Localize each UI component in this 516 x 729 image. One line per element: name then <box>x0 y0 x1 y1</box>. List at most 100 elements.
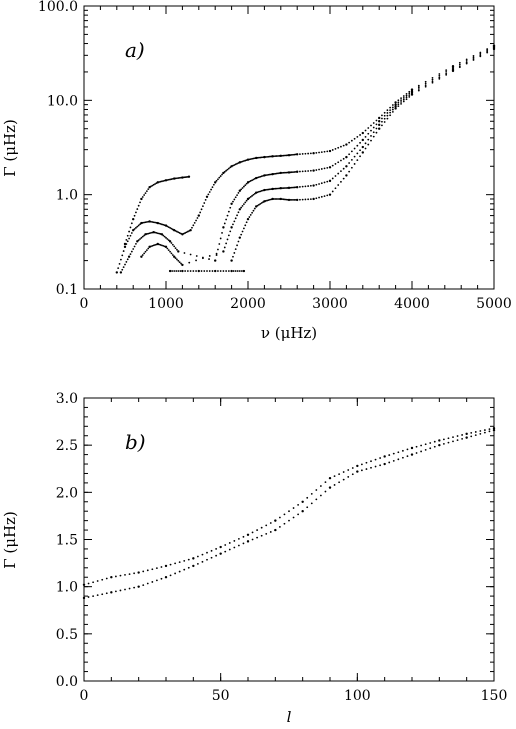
data-point <box>301 170 304 173</box>
data-point <box>297 504 300 506</box>
data-point <box>342 157 345 160</box>
data-point <box>82 596 86 600</box>
data-point <box>258 176 260 179</box>
data-point <box>486 49 489 52</box>
data-point <box>141 235 144 238</box>
data-point <box>161 180 163 183</box>
data-point <box>251 211 254 214</box>
data-point <box>289 199 292 201</box>
data-point <box>268 155 271 158</box>
data-point <box>243 203 245 206</box>
data-point <box>169 227 172 229</box>
data-point <box>364 135 367 138</box>
data-point <box>391 108 394 111</box>
data-point <box>323 167 326 170</box>
data-point <box>164 245 168 249</box>
data-point <box>260 190 263 192</box>
data-point <box>290 199 293 201</box>
data-point <box>289 186 292 189</box>
data-point <box>451 69 455 73</box>
data-point <box>246 217 250 221</box>
data-point <box>155 232 158 234</box>
data-point <box>264 188 267 191</box>
data-point <box>195 255 198 257</box>
data-point <box>132 217 135 221</box>
data-point <box>119 574 122 577</box>
data-point <box>290 153 293 156</box>
data-point <box>284 154 286 157</box>
data-point <box>331 177 334 180</box>
data-point <box>306 506 309 509</box>
data-point <box>266 188 269 191</box>
data-point <box>228 542 231 544</box>
data-point <box>170 178 173 181</box>
data-point <box>237 192 240 194</box>
data-point <box>361 131 364 135</box>
data-point <box>417 89 420 92</box>
data-point <box>152 183 155 186</box>
data-point <box>323 195 326 198</box>
data-point <box>237 240 240 243</box>
data-point <box>348 153 351 156</box>
data-point <box>246 540 250 543</box>
data-point <box>145 190 148 193</box>
data-point <box>285 154 288 157</box>
data-point <box>438 73 441 75</box>
data-point <box>178 232 181 234</box>
data-point <box>420 444 423 447</box>
data-point <box>394 103 397 106</box>
data-point <box>431 78 434 81</box>
data-point <box>337 161 340 164</box>
data-point <box>222 250 225 253</box>
data-point <box>258 203 260 206</box>
data-point <box>301 198 304 201</box>
data-point <box>256 204 259 207</box>
data-point <box>161 223 163 226</box>
y-tick-label: 0.0 <box>56 674 78 690</box>
data-point <box>451 66 455 70</box>
data-point <box>297 513 300 516</box>
data-point <box>277 172 279 175</box>
data-point <box>143 221 146 224</box>
data-point <box>293 186 296 189</box>
data-point <box>381 124 383 127</box>
data-point <box>394 107 397 110</box>
data-point <box>186 230 189 233</box>
data-point <box>370 139 372 142</box>
data-point <box>230 259 233 262</box>
data-point <box>271 187 274 191</box>
data-point <box>260 202 263 204</box>
data-point <box>87 596 90 598</box>
data-point <box>264 200 267 202</box>
data-point <box>101 578 104 581</box>
data-point <box>187 558 190 561</box>
data-point <box>159 244 162 246</box>
data-point <box>243 227 245 230</box>
data-point <box>143 252 146 255</box>
data-point <box>285 187 288 189</box>
data-point <box>201 560 204 563</box>
data-point <box>389 106 392 109</box>
data-point <box>356 135 359 138</box>
y-tick-label: 1.0 <box>56 580 78 596</box>
data-point <box>324 481 327 484</box>
data-point <box>246 533 250 536</box>
data-point <box>158 243 161 246</box>
data-point <box>350 150 353 153</box>
data-point <box>135 226 137 229</box>
data-point <box>281 171 284 174</box>
data-point <box>101 593 104 596</box>
panel-a-points <box>115 44 496 274</box>
data-point <box>230 226 233 229</box>
data-point <box>145 233 148 235</box>
data-point <box>135 211 137 214</box>
data-point <box>378 127 381 130</box>
data-point <box>236 162 238 165</box>
data-point <box>386 109 389 112</box>
data-point <box>326 166 329 169</box>
data-point <box>120 258 122 261</box>
data-point <box>408 92 411 95</box>
data-point <box>372 126 375 129</box>
data-point <box>174 177 177 180</box>
data-point <box>274 155 277 158</box>
